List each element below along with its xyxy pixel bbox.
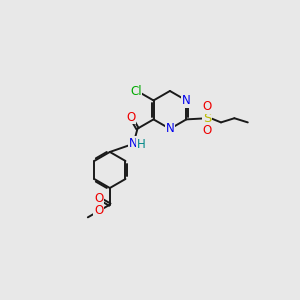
Text: N: N — [182, 94, 191, 107]
Text: Cl: Cl — [130, 85, 142, 98]
Text: O: O — [126, 110, 135, 124]
Text: O: O — [202, 100, 212, 113]
Text: O: O — [94, 205, 104, 218]
Text: N: N — [166, 122, 174, 135]
Text: O: O — [202, 124, 212, 137]
Text: O: O — [94, 192, 104, 205]
Text: H: H — [137, 138, 146, 151]
Text: S: S — [203, 112, 211, 125]
Text: N: N — [129, 137, 138, 150]
